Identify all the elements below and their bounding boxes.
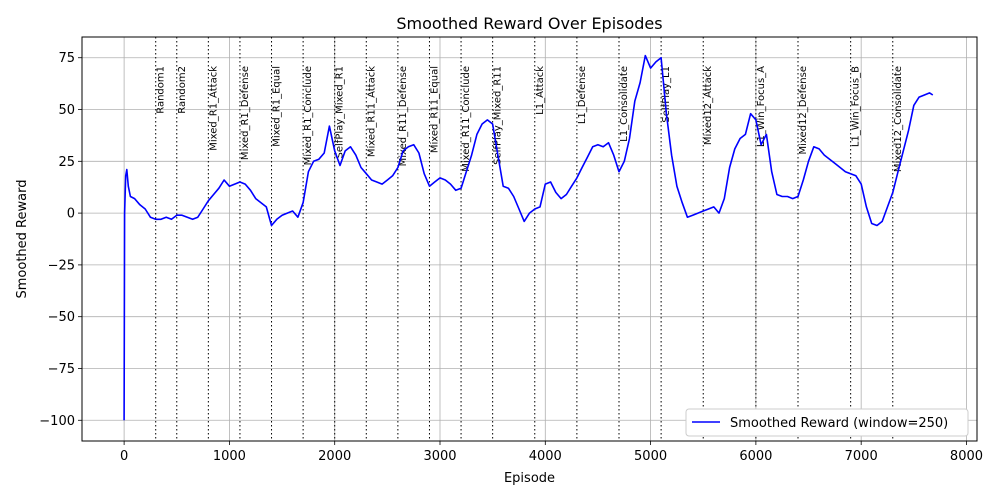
- phase-label: SelfPlay_L1: [661, 66, 672, 123]
- plot-frame: [81, 36, 978, 442]
- x-tick-label: 1000: [213, 449, 246, 464]
- phase-label: L1_Attack: [535, 66, 546, 115]
- phase-label: Random1: [156, 66, 167, 114]
- y-tick-label: −75: [48, 362, 75, 377]
- phase-label: Mixed_R1_Attack: [208, 66, 219, 151]
- series-line: [123, 54, 934, 421]
- chart-title: Smoothed Reward Over Episodes: [396, 14, 662, 33]
- y-tick-label: −100: [39, 414, 75, 429]
- phase-label: L1_Defense: [577, 66, 588, 124]
- y-tick-label: −50: [48, 310, 75, 325]
- y-tick-label: 0: [67, 207, 75, 222]
- y-tick-label: −25: [48, 258, 75, 273]
- x-axis-label: Episode: [504, 471, 555, 486]
- phase-label: L1_Win_Focus_A: [756, 66, 767, 147]
- phase-label: L1_Win_Focus_B: [851, 66, 862, 147]
- phase-label: Mixed_R11_Conclude: [461, 66, 472, 172]
- legend-box: [685, 408, 969, 437]
- y-tick-label: 25: [58, 155, 75, 170]
- phase-label: Mixed_R11_Defense: [398, 66, 409, 166]
- x-tick-label: 8000: [950, 449, 983, 464]
- phase-label: Mixed_R11_Attack: [366, 66, 377, 157]
- phase-label: Mixed12_Defense: [798, 66, 809, 154]
- x-tick-label: 6000: [739, 449, 772, 464]
- x-tick-label: 0: [120, 449, 128, 464]
- series-layer: [123, 54, 934, 421]
- phase-label: Mixed_R1_Defense: [240, 66, 251, 160]
- x-tick-label: 7000: [845, 449, 878, 464]
- y-tick-label: 50: [58, 103, 75, 118]
- x-tick-label: 4000: [529, 449, 562, 464]
- phase-label: SelfPlay_Mixed_R1: [335, 66, 346, 158]
- phase-label: Mixed12_Consolidate: [893, 66, 904, 172]
- phase-markers: Random1 Random2 Mixed_R1_Attack Mixed_R1_De…: [155, 37, 904, 441]
- phase-label: Mixed12_Attack: [703, 66, 714, 145]
- x-tick-label: 3000: [423, 449, 456, 464]
- phase-label: Mixed_R11_Equal: [429, 66, 440, 153]
- phase-label: Random2: [177, 66, 188, 114]
- phase-label: Mixed_R1_Equal: [272, 66, 283, 147]
- phase-label: L1_Consolidate: [619, 66, 630, 142]
- phase-label: Mixed_R1_Conclude: [303, 66, 314, 165]
- x-tick-label: 5000: [634, 449, 667, 464]
- y-tick-label: 75: [58, 51, 75, 66]
- x-tick-label: 2000: [318, 449, 351, 464]
- legend: Smoothed Reward (window=250): [685, 408, 969, 437]
- phase-label: SelfPlay_Mixed_R11: [493, 66, 504, 165]
- legend-entry: Smoothed Reward (window=250): [730, 416, 948, 431]
- axis-ticks: 0 1000 2000 3000 4000 5000 6000 7000 8000 −100 −75…: [39, 51, 983, 464]
- y-axis-label: Smoothed Reward: [15, 180, 30, 299]
